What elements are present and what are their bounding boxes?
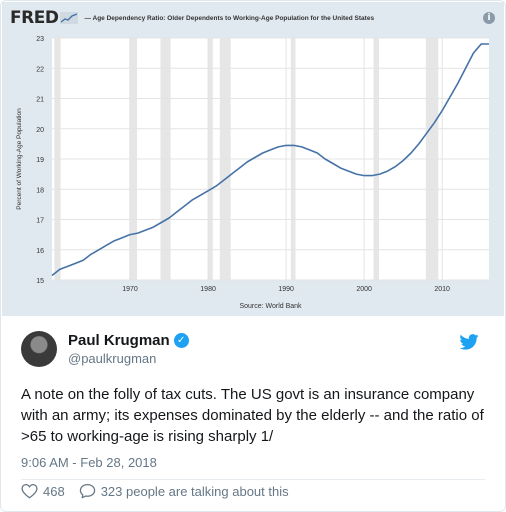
like-count: 468 (43, 483, 65, 499)
y-tick-label: 15 (36, 278, 44, 285)
like-action[interactable]: 468 (21, 483, 65, 499)
x-tick-label: 1980 (200, 286, 216, 293)
y-tick-label: 22 (36, 66, 44, 73)
heart-icon (21, 483, 38, 499)
tweet-text: A note on the folly of tax cuts. The US … (21, 386, 484, 445)
x-tick-label: 2010 (434, 286, 450, 293)
user-handle[interactable]: @paulkrugman (68, 351, 157, 366)
tweet-actions: 468 323 people are talking about this (21, 483, 303, 499)
avatar[interactable] (21, 331, 57, 367)
fred-graph-logo-icon (60, 12, 79, 24)
divider (21, 479, 485, 480)
display-name[interactable]: Paul Krugman (68, 332, 170, 349)
x-tick-label: 1990 (278, 286, 294, 293)
verified-badge-icon: ✓ (173, 333, 189, 348)
y-tick-label: 17 (36, 218, 44, 225)
info-icon[interactable]: i (483, 12, 495, 24)
author-names: Paul Krugman ✓ @paulkrugman (68, 332, 189, 366)
y-tick-label: 21 (36, 97, 44, 104)
y-tick-label: 16 (36, 248, 44, 255)
tweet-author[interactable]: Paul Krugman ✓ @paulkrugman (21, 331, 189, 367)
fred-header: FRED — Age Dependency Ratio: Older Depen… (10, 8, 374, 28)
y-axis-label: Percent of Working-Age Population (16, 108, 23, 210)
reply-bubble-icon (79, 483, 95, 499)
x-tick-label: 1970 (122, 286, 138, 293)
y-tick-label: 20 (36, 127, 44, 134)
talking-about-text: 323 people are talking about this (100, 483, 289, 499)
twitter-bird-icon[interactable] (459, 334, 479, 350)
fred-logo: FRED (10, 8, 59, 28)
y-tick-label: 19 (36, 157, 44, 164)
fred-graph[interactable]: 15 16 17 18 19 20 21 22 23 1970 1980 1990 2000 2010 Pe… (2, 2, 504, 316)
y-tick-label: 18 (36, 187, 44, 194)
display-name-row: Paul Krugman ✓ (68, 332, 189, 349)
fred-chart: 15 16 17 18 19 20 21 22 23 1970 1980 1990 2000 2010 Pe… (16, 36, 489, 310)
x-tick-label: 2000 (356, 286, 372, 293)
y-tick-label: 23 (36, 36, 44, 43)
chart-source: Source: World Bank (239, 303, 302, 310)
reply-action[interactable]: 323 people are talking about this (79, 483, 289, 499)
tweet-timestamp[interactable]: 9:06 AM - Feb 28, 2018 (21, 455, 157, 470)
fred-chart-title: — Age Dependency Ratio: Older Dependents… (84, 14, 375, 22)
series-line (51, 43, 489, 277)
